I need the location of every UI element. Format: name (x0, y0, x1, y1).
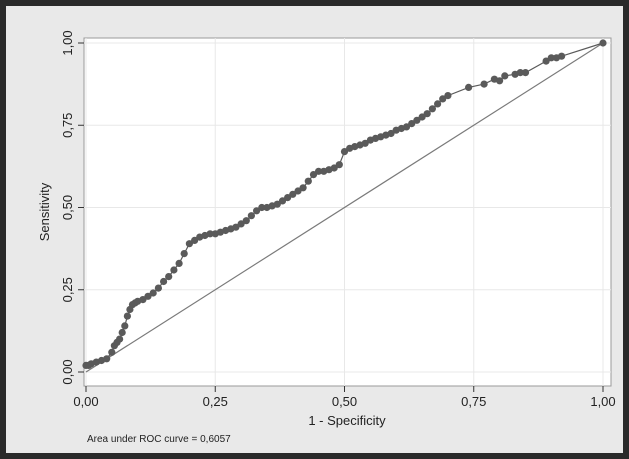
roc-point-10 (118, 328, 126, 337)
auc-annotation: Area under ROC curve = 0,6057 (87, 434, 231, 445)
roc-point-9 (116, 335, 124, 343)
y-tick-label-1: 0,25 (60, 277, 75, 302)
roc-point-40 (258, 203, 266, 212)
roc-point-65 (387, 129, 395, 138)
roc-point-5 (103, 355, 111, 363)
roc-point-44 (278, 197, 287, 205)
roc-point-70 (413, 116, 421, 124)
roc-point-86 (547, 54, 555, 62)
roc-point-60 (361, 139, 369, 147)
roc-point-45 (284, 194, 292, 202)
roc-point-48 (299, 184, 307, 192)
x-tick-label-4: 1,00 (590, 394, 615, 409)
roc-point-74 (434, 100, 442, 108)
roc-points (82, 39, 607, 369)
roc-point-81 (501, 72, 509, 80)
x-axis-title: 1 - Specificity (308, 413, 386, 428)
roc-point-77 (465, 83, 473, 91)
roc-point-56 (340, 148, 349, 156)
roc-point-84 (521, 69, 530, 77)
roc-point-21 (160, 277, 168, 286)
grid-lines (84, 38, 611, 386)
roc-point-23 (170, 266, 178, 274)
y-tick-label-3: 0,75 (60, 113, 75, 138)
roc-point-55 (335, 161, 343, 169)
roc-point-78 (480, 80, 488, 88)
roc-point-69 (408, 120, 416, 128)
roc-point-39 (253, 207, 261, 215)
roc-figure: 0,00 0,00 0,25 0,25 0,50 0,50 0,75 0,75 1,00 1,00… (6, 6, 623, 453)
roc-point-85 (542, 57, 550, 65)
x-tick-label-0: 0,00 (73, 394, 98, 409)
roc-point-20 (154, 284, 162, 292)
x-tick-label-1: 0,25 (203, 394, 228, 409)
axis-ticks: 0,00 0,00 0,25 0,25 0,50 0,50 0,75 0,75 1,00 1,00 (60, 30, 616, 409)
roc-point-19 (149, 289, 157, 297)
roc-point-68 (402, 123, 411, 131)
roc-point-73 (428, 105, 436, 113)
plot-area (83, 37, 612, 387)
roc-point-50 (309, 171, 318, 179)
roc-point-30 (206, 230, 214, 238)
roc-point-71 (418, 113, 426, 121)
roc-chart: 0,00 0,00 0,25 0,25 0,50 0,50 0,75 0,75 1,00 1,00… (37, 30, 616, 445)
roc-point-88 (558, 52, 566, 60)
roc-point-37 (242, 217, 250, 225)
roc-point-72 (423, 110, 431, 118)
roc-point-49 (304, 177, 312, 185)
roc-point-24 (175, 259, 183, 267)
roc-point-6 (108, 348, 116, 356)
y-tick-label-2: 0,50 (60, 195, 75, 220)
roc-point-22 (165, 273, 173, 281)
roc-point-25 (180, 250, 188, 258)
roc-point-89 (599, 39, 607, 47)
roc-point-80 (496, 77, 504, 85)
roc-point-35 (232, 223, 240, 231)
roc-point-38 (247, 212, 255, 220)
y-tick-label-0: 0,00 (60, 359, 75, 384)
roc-point-18 (144, 292, 152, 300)
roc-point-26 (185, 240, 193, 248)
roc-point-11 (121, 322, 129, 330)
roc-point-17 (139, 296, 147, 304)
roc-point-51 (315, 167, 323, 175)
roc-point-36 (237, 220, 245, 228)
roc-point-75 (439, 95, 447, 103)
x-tick-label-3: 0,75 (461, 394, 486, 409)
roc-point-46 (289, 190, 297, 198)
roc-point-27 (191, 236, 199, 244)
x-tick-label-2: 0,50 (332, 394, 357, 409)
y-axis-title: Sensitivity (37, 182, 52, 241)
y-tick-label-4: 1,00 (60, 30, 75, 55)
roc-point-54 (330, 164, 338, 172)
roc-point-83 (516, 69, 524, 77)
roc-point-12 (123, 312, 131, 320)
roc-point-43 (273, 200, 281, 208)
roc-point-76 (444, 92, 452, 100)
reference-line (85, 42, 604, 373)
